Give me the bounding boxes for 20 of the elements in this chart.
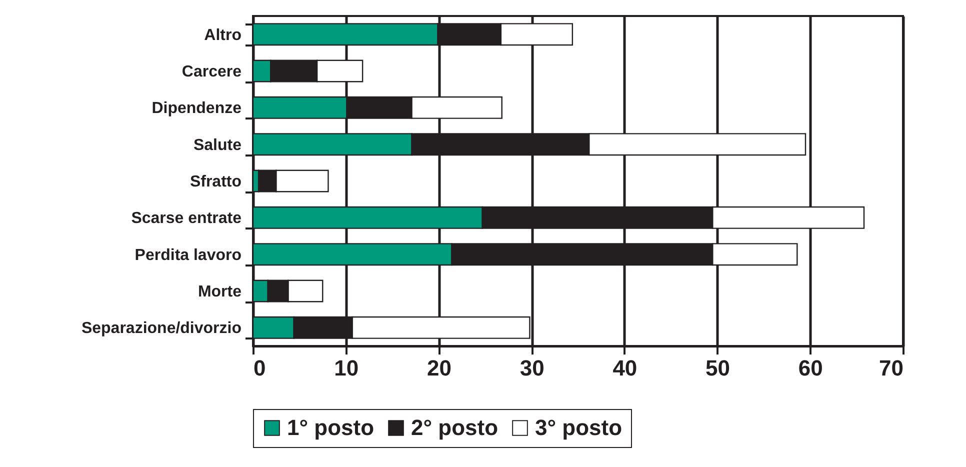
- y-tick-label: Scarse entrate: [131, 210, 242, 228]
- x-tick-label: 50: [706, 356, 730, 380]
- y-tick-label: Altro: [204, 26, 242, 44]
- y-tick-label: Morte: [198, 284, 242, 300]
- x-tick-label: 70: [879, 356, 904, 380]
- x-tick-label: 60: [798, 356, 823, 380]
- legend-label: 3° posto: [535, 415, 622, 440]
- y-tick-label: Dipendenze: [152, 100, 242, 118]
- x-tick-label: 40: [612, 356, 638, 380]
- legend-label: 2° posto: [411, 415, 498, 440]
- y-tick-label: Salute: [193, 136, 242, 154]
- x-tick-label: 0: [254, 356, 266, 380]
- y-tick-label: Carcere: [182, 64, 242, 80]
- x-tick-label: 20: [426, 356, 452, 380]
- y-tick-label: Perdita lavoro: [134, 246, 242, 264]
- legend-label: 1° posto: [287, 415, 374, 440]
- x-tick-label: 30: [520, 356, 544, 380]
- x-tick-label: 10: [334, 356, 359, 380]
- y-tick-label: Separazione/divorzio: [81, 320, 242, 338]
- y-tick-label: Sfratto: [190, 174, 242, 190]
